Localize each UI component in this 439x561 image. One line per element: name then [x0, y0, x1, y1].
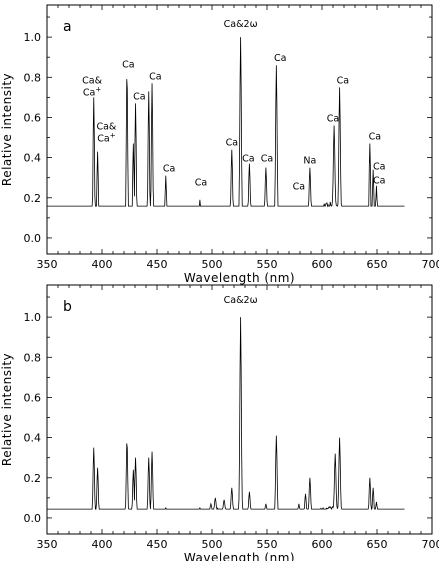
x-tick-label: 700 — [422, 538, 439, 551]
x-tick-label: 400 — [92, 258, 113, 271]
x-tick-label: 450 — [147, 538, 168, 551]
plot-frame — [46, 284, 433, 535]
peak-annotation: Ca — [261, 154, 273, 165]
x-tick-label: 400 — [92, 538, 113, 551]
y-tick-label: 0.0 — [24, 232, 42, 245]
y-tick-label: 0.6 — [24, 111, 42, 124]
peak-annotation: Ca& Ca+ — [82, 75, 102, 98]
x-tick-label: 350 — [37, 258, 58, 271]
peak-annotation: Ca — [242, 154, 254, 165]
x-tick-label: 350 — [37, 538, 58, 551]
y-tick-label: 0.2 — [24, 472, 42, 485]
spectrum-line — [47, 317, 405, 511]
x-tick-label: 600 — [312, 538, 333, 551]
peak-annotation: Ca — [373, 176, 385, 187]
x-tick-label: 650 — [367, 538, 388, 551]
panel-b: 350 400 450 500 550 600 650 700 0.0 0.2 0.4 0.6 0.8 1… — [0, 284, 439, 561]
x-tick-label: 550 — [257, 538, 278, 551]
x-tick-label: 600 — [312, 258, 333, 271]
peak-annotation: Ca — [373, 162, 385, 173]
peak-annotation: Ca — [195, 178, 207, 189]
peak-annotation: Ca — [122, 59, 134, 70]
peak-annotation: Ca — [163, 164, 175, 175]
peak-annotation: Na — [303, 156, 316, 167]
spectrum-line — [47, 37, 405, 208]
peak-annotation: Ca&2ω — [224, 19, 258, 30]
x-tick-label: 500 — [202, 538, 223, 551]
peak-annotation: Ca — [226, 138, 238, 149]
y-tick-label: 0.2 — [24, 192, 42, 205]
peak-annotation: Ca& Ca+ — [96, 122, 116, 145]
peak-annotation: Ca — [369, 132, 381, 143]
peak-annotation: Ca — [293, 182, 305, 193]
y-tick-label: 0.4 — [24, 152, 42, 165]
y-tick-label: 0.6 — [24, 391, 42, 404]
x-tick-label: 650 — [367, 258, 388, 271]
x-axis-label: Wavelength (nm) — [184, 271, 295, 285]
plot-frame — [46, 4, 433, 255]
peak-annotation: Ca — [149, 71, 161, 82]
x-tick-label: 450 — [147, 258, 168, 271]
peak-annotation: Ca — [337, 75, 349, 86]
x-axis-label: Wavelength (nm) — [184, 551, 295, 561]
peak-annotation: Ca — [133, 91, 145, 102]
panel-letter: a — [63, 19, 72, 35]
x-tick-label: 500 — [202, 258, 223, 271]
y-axis-label: Relative intensity — [0, 353, 14, 466]
peak-annotation: Ca — [274, 53, 286, 64]
y-tick-label: 0.4 — [24, 432, 42, 445]
y-tick-label: 1.0 — [24, 31, 42, 44]
peak-annotation: Ca — [327, 113, 339, 124]
x-tick-label: 700 — [422, 258, 439, 271]
y-tick-label: 0.0 — [24, 512, 42, 525]
y-axis-label: Relative intensity — [0, 73, 14, 186]
y-tick-label: 0.8 — [24, 351, 42, 364]
y-tick-label: 0.8 — [24, 71, 42, 84]
x-tick-label: 550 — [257, 258, 278, 271]
panel-a: 350 400 450 500 550 600 650 700 0.0 0.2 0.4 0.6 0.8 1… — [0, 4, 439, 285]
peak-annotation: Ca&2ω — [224, 295, 258, 306]
y-tick-label: 1.0 — [24, 311, 42, 324]
panel-letter: b — [63, 299, 72, 315]
